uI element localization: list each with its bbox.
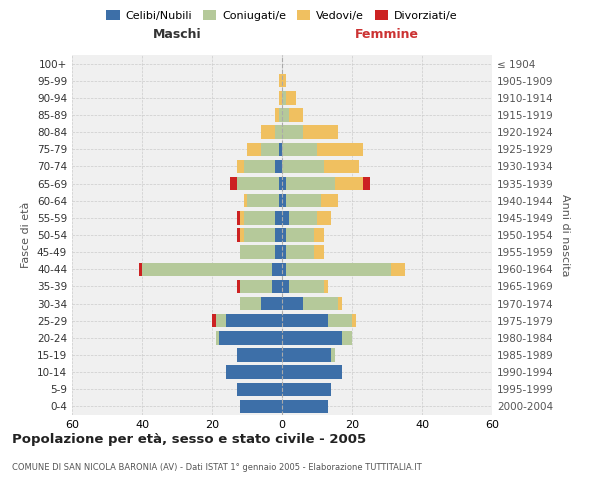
Text: Femmine: Femmine (355, 28, 419, 42)
Bar (275, 126, 282, 139)
Bar (244, 228, 275, 241)
Bar (236, 382, 282, 396)
Bar (286, 262, 391, 276)
Bar (286, 228, 314, 241)
Bar (278, 194, 282, 207)
Bar (247, 142, 261, 156)
Bar (391, 262, 404, 276)
Bar (271, 262, 282, 276)
Bar (335, 177, 362, 190)
Bar (282, 348, 331, 362)
Bar (282, 314, 328, 328)
Bar (226, 366, 282, 379)
Bar (282, 246, 286, 259)
Bar (275, 160, 282, 173)
Bar (282, 262, 286, 276)
Bar (244, 211, 275, 224)
Bar (240, 228, 244, 241)
Bar (247, 194, 278, 207)
Bar (282, 91, 286, 104)
Bar (282, 366, 341, 379)
Bar (212, 314, 215, 328)
Text: COMUNE DI SAN NICOLA BARONIA (AV) - Dati ISTAT 1° gennaio 2005 - Elaborazione TU: COMUNE DI SAN NICOLA BARONIA (AV) - Dati… (12, 462, 422, 471)
Bar (282, 280, 289, 293)
Bar (275, 246, 282, 259)
Bar (240, 400, 282, 413)
Bar (317, 142, 362, 156)
Bar (314, 228, 324, 241)
Bar (320, 194, 338, 207)
Y-axis label: Fasce di età: Fasce di età (22, 202, 31, 268)
Bar (240, 297, 261, 310)
Bar (236, 160, 244, 173)
Bar (240, 280, 271, 293)
Bar (282, 228, 286, 241)
Bar (324, 160, 359, 173)
Bar (282, 211, 289, 224)
Bar (289, 108, 303, 122)
Bar (331, 348, 335, 362)
Bar (244, 160, 275, 173)
Bar (362, 177, 370, 190)
Bar (303, 126, 338, 139)
Bar (215, 331, 219, 344)
Bar (271, 280, 282, 293)
Text: Popolazione per età, sesso e stato civile - 2005: Popolazione per età, sesso e stato civil… (12, 432, 366, 446)
Bar (314, 246, 324, 259)
Bar (324, 280, 328, 293)
Bar (286, 194, 320, 207)
Bar (240, 246, 275, 259)
Bar (236, 228, 240, 241)
Bar (261, 142, 278, 156)
Bar (278, 74, 282, 88)
Bar (240, 211, 244, 224)
Bar (286, 91, 296, 104)
Bar (282, 142, 317, 156)
Bar (139, 262, 142, 276)
Bar (282, 331, 341, 344)
Bar (278, 91, 282, 104)
Bar (282, 297, 303, 310)
Bar (275, 108, 278, 122)
Y-axis label: Anni di nascita: Anni di nascita (560, 194, 570, 276)
Bar (328, 314, 352, 328)
Bar (244, 194, 247, 207)
Bar (236, 211, 240, 224)
Bar (282, 126, 303, 139)
Bar (275, 228, 282, 241)
Bar (317, 211, 331, 224)
Bar (352, 314, 355, 328)
Bar (282, 382, 331, 396)
Bar (278, 177, 282, 190)
Bar (341, 331, 352, 344)
Bar (282, 194, 286, 207)
Bar (282, 74, 286, 88)
Bar (282, 400, 328, 413)
Bar (282, 108, 289, 122)
Bar (226, 314, 282, 328)
Bar (215, 314, 226, 328)
Bar (286, 177, 335, 190)
Bar (261, 297, 282, 310)
Bar (289, 211, 317, 224)
Bar (282, 177, 286, 190)
Legend: Celibi/Nubili, Coniugati/e, Vedovi/e, Divorziati/e: Celibi/Nubili, Coniugati/e, Vedovi/e, Di… (102, 6, 462, 25)
Bar (236, 177, 278, 190)
Text: Maschi: Maschi (152, 28, 202, 42)
Bar (303, 297, 338, 310)
Bar (278, 108, 282, 122)
Bar (261, 126, 275, 139)
Bar (338, 297, 341, 310)
Bar (229, 177, 236, 190)
Bar (278, 142, 282, 156)
Bar (236, 348, 282, 362)
Bar (282, 160, 324, 173)
Bar (236, 280, 240, 293)
Bar (289, 280, 324, 293)
Bar (275, 211, 282, 224)
Bar (286, 246, 314, 259)
Bar (142, 262, 271, 276)
Bar (219, 331, 282, 344)
